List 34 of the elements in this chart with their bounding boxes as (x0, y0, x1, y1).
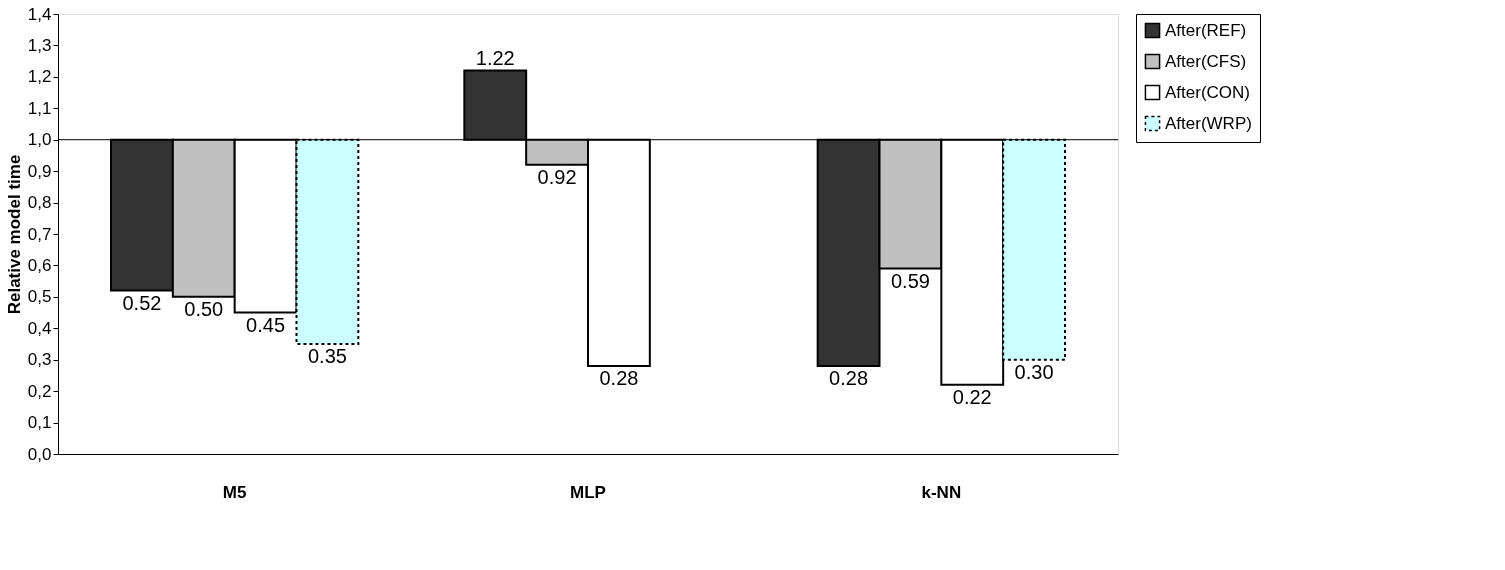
x-tick-label: k-NN (921, 482, 962, 502)
y-tick-label: 1,4 (27, 4, 52, 24)
legend-label: After(CFS) (1165, 51, 1247, 71)
data-label: 0.28 (599, 367, 639, 389)
y-tick-label: 0,8 (27, 193, 52, 213)
y-tick-label: 1,1 (27, 98, 52, 118)
data-label: 0.35 (307, 345, 347, 367)
data-label: 0.30 (1014, 360, 1054, 383)
data-label: 0.45 (246, 313, 286, 336)
y-tick-label: 0,0 (27, 444, 52, 464)
y-tick-label: 1,2 (27, 67, 52, 87)
data-label: 0.22 (952, 385, 992, 408)
data-label: 0.59 (890, 269, 930, 292)
x-tick-label: MLP (570, 482, 606, 502)
x-tick-label: M5 (222, 482, 247, 502)
y-tick-label: 0,1 (27, 413, 52, 433)
y-tick-label: 0,2 (27, 381, 52, 401)
y-tick-label: 0,7 (27, 224, 52, 244)
legend-label: After(WRP) (1165, 113, 1252, 133)
y-tick-label: 0,3 (27, 350, 52, 370)
y-tick-label: 0,6 (27, 255, 52, 275)
data-label: 1.22 (475, 46, 515, 69)
data-label: 0.28 (829, 367, 869, 389)
y-tick-label: 0,5 (27, 287, 52, 307)
data-label: 0.92 (537, 165, 577, 188)
y-tick-label: 0,9 (27, 161, 52, 181)
y-tick-label: 0,4 (27, 318, 52, 338)
data-label: 0.52 (122, 291, 162, 314)
y-axis-title: Relative model time (4, 154, 24, 315)
legend-label: After(REF) (1165, 20, 1247, 40)
data-label: 0.50 (184, 297, 224, 320)
legend-label: After(CON) (1165, 82, 1250, 102)
y-tick-label: 1,3 (27, 35, 52, 55)
y-tick-label: 1,0 (27, 130, 52, 150)
